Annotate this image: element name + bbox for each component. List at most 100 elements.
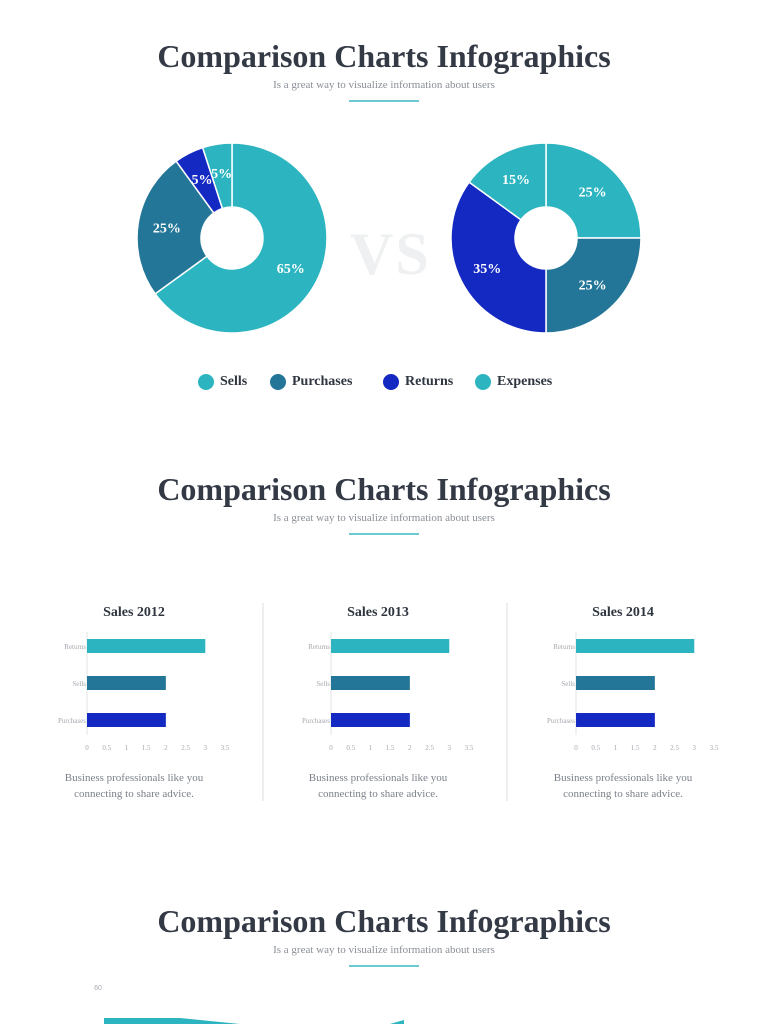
bar-returns	[331, 639, 450, 653]
x-tick-label: 2.5	[181, 744, 190, 752]
bar-sells	[576, 676, 655, 690]
bar-purchases	[87, 713, 166, 727]
left-slice-label: 5%	[211, 167, 232, 182]
category-label: Sells	[72, 680, 86, 688]
right-slice-sells	[545, 142, 642, 239]
category-label: Returns	[308, 643, 330, 651]
category-label: Sells	[316, 680, 330, 688]
x-tick-label: 0	[329, 744, 333, 752]
area-fill-left	[104, 1018, 240, 1024]
legend-item-sells: Sells	[198, 372, 247, 392]
x-tick-label: 3	[448, 744, 452, 752]
category-label: Returns	[64, 643, 86, 651]
legend-item-returns: Returns	[383, 372, 453, 392]
section-3-subtitle: Is a great way to visualize information …	[273, 944, 495, 956]
right-slice-label: 25%	[579, 279, 607, 294]
x-tick-label: 3.5	[221, 744, 230, 752]
description-line: Business professionals like you	[308, 772, 448, 784]
x-tick-label: 0.5	[102, 744, 111, 752]
left-slice-sells	[154, 142, 328, 334]
area-fill-right	[390, 1020, 404, 1024]
panel-title: Sales 2012	[103, 605, 165, 620]
category-label: Purchases	[58, 717, 86, 725]
x-tick-label: 1	[614, 744, 618, 752]
bar-chart-2013: Returns Sells Purchases 0 0.5 1 1.5 2 2.5 3 3.5	[302, 632, 474, 752]
legend-label: Purchases	[292, 374, 353, 389]
panel-title: Sales 2013	[347, 605, 409, 620]
legend-swatch	[383, 374, 399, 390]
sales-2013-panel: Sales 2013 Returns Sells Purchases 0 0.5 1 1.5…	[258, 600, 498, 810]
legend-swatch	[270, 374, 286, 390]
x-tick-label: 0.5	[346, 744, 355, 752]
left-slice-label: 5%	[192, 173, 213, 188]
donut-chart-right: 25% 25% 35% 15%	[450, 142, 642, 334]
x-tick-label: 3.5	[710, 744, 719, 752]
vs-label: VS	[350, 221, 431, 287]
section-3-underline	[349, 965, 419, 967]
section-2-underline	[349, 533, 419, 535]
x-tick-label: 1.5	[631, 744, 640, 752]
legend-item-expenses: Expenses	[475, 372, 552, 392]
bar-purchases	[331, 713, 410, 727]
section-1-title: Comparison Charts Infographics	[157, 38, 611, 74]
right-slice-label: 35%	[473, 262, 501, 277]
legend-swatch	[198, 374, 214, 390]
section-1-underline	[349, 100, 419, 102]
panel-divider	[506, 603, 508, 801]
panel-description: Business professionals like you connecti…	[258, 770, 498, 802]
bar-returns	[576, 639, 695, 653]
right-slice-purchases	[545, 237, 642, 334]
donut-chart-left: 65% 25% 5%5%	[136, 142, 328, 334]
x-tick-label: 2	[408, 744, 412, 752]
x-tick-label: 2	[164, 744, 168, 752]
right-slice-returns	[450, 181, 547, 334]
panel-description: Business professionals like you connecti…	[14, 770, 254, 802]
section-1-subtitle: Is a great way to visualize information …	[273, 79, 495, 91]
right-slice-label: 25%	[579, 185, 607, 200]
legend-item-purchases: Purchases	[270, 372, 352, 392]
left-slice-label: 25%	[153, 222, 181, 237]
panel-divider	[262, 603, 264, 801]
x-tick-label: 3	[693, 744, 697, 752]
bar-sells	[87, 676, 166, 690]
legend-label: Returns	[405, 374, 454, 389]
category-label: Purchases	[547, 717, 575, 725]
category-label: Returns	[553, 643, 575, 651]
panel-title: Sales 2014	[592, 605, 654, 620]
bar-chart-2012: Returns Sells Purchases 0 0.5 1 1.5 2 2.5 3 3.5	[58, 632, 230, 752]
panel-description: Business professionals like you connecti…	[503, 770, 743, 802]
description-line: connecting to share advice.	[563, 788, 683, 800]
description-line: Business professionals like you	[64, 772, 204, 784]
y-tick-label: 60	[94, 985, 102, 992]
category-label: Purchases	[302, 717, 330, 725]
x-tick-label: 1	[369, 744, 373, 752]
left-slice-expenses	[201, 142, 233, 210]
section-2-subtitle: Is a great way to visualize information …	[273, 512, 495, 524]
description-line: connecting to share advice.	[318, 788, 438, 800]
x-tick-label: 1.5	[142, 744, 151, 752]
bar-chart-2014: Returns Sells Purchases 0 0.5 1 1.5 2 2.5 3 3.5	[547, 632, 719, 752]
x-tick-label: 2.5	[425, 744, 434, 752]
x-tick-label: 1.5	[386, 744, 395, 752]
right-slice-expenses	[468, 142, 547, 221]
bar-sells	[331, 676, 410, 690]
x-tick-label: 2.5	[670, 744, 679, 752]
description-line: connecting to share advice.	[74, 788, 194, 800]
legend-label: Expenses	[497, 374, 553, 389]
x-tick-label: 0	[574, 744, 578, 752]
x-tick-label: 2	[653, 744, 657, 752]
category-label: Sells	[561, 680, 575, 688]
bar-returns	[87, 639, 206, 653]
x-tick-label: 3	[204, 744, 208, 752]
legend-label: Sells	[220, 374, 248, 389]
section-2-title: Comparison Charts Infographics	[157, 471, 611, 507]
x-tick-label: 0.5	[591, 744, 600, 752]
legend-swatch	[475, 374, 491, 390]
sales-2012-panel: Sales 2012 Returns Sells Purchases 0 0.5 1 1.5…	[14, 600, 254, 810]
section-3-title: Comparison Charts Infographics	[157, 903, 611, 939]
description-line: Business professionals like you	[553, 772, 693, 784]
left-slice-purchases	[136, 160, 215, 295]
right-slice-label: 15%	[502, 173, 530, 188]
sales-2014-panel: Sales 2014 Returns Sells Purchases 0 0.5 1 1.5…	[503, 600, 743, 810]
bar-purchases	[576, 713, 655, 727]
